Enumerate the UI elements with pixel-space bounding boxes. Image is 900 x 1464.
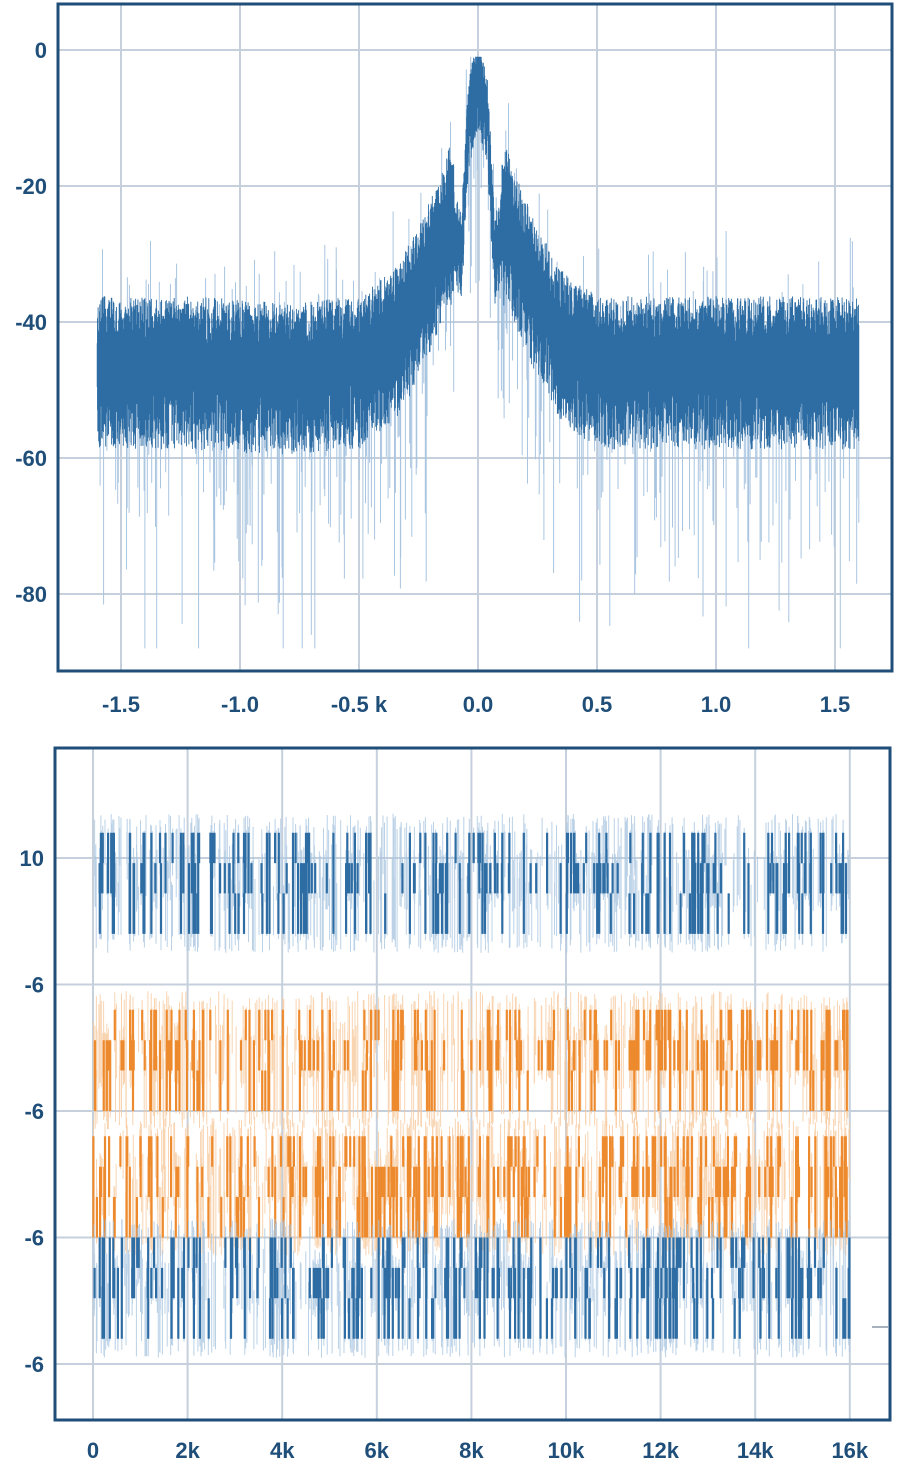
y-tick-label: -6 — [24, 1226, 44, 1251]
x-tick-label: 0 — [87, 1438, 99, 1463]
y-tick-label: -6 — [24, 973, 44, 998]
y-tick-label: -40 — [15, 310, 47, 335]
x-tick-label: 1.5 — [820, 692, 851, 717]
y-tick-label: -80 — [15, 582, 47, 607]
x-tick-label: 0.0 — [463, 692, 494, 717]
bottom-y-tick-labels: 10 -6 -6 -6 -6 — [20, 846, 44, 1377]
y-tick-label: 10 — [20, 846, 44, 871]
x-tick-label: -1.5 — [102, 692, 140, 717]
x-tick-label: 16k — [831, 1438, 868, 1463]
spectrum-chart: 0 -20 -40 -60 -80 -1.5 -1.0 -0.5 k 0.0 0.5 1.0 1.5 — [15, 2, 894, 717]
y-tick-label: -6 — [24, 1099, 44, 1124]
bottom-series-group — [92, 813, 851, 1358]
y-tick-label: -60 — [15, 446, 47, 471]
x-tick-label: 0.5 — [582, 692, 613, 717]
top-plot-frame — [56, 2, 894, 673]
x-tick-label: 8k — [459, 1438, 484, 1463]
x-tick-label: 4k — [270, 1438, 295, 1463]
series-upper-orange — [93, 1009, 849, 1111]
series-lower-orange — [92, 1136, 848, 1238]
series-upper-blue — [98, 832, 848, 934]
x-tick-label: 6k — [365, 1438, 390, 1463]
x-tick-label: 14k — [737, 1438, 774, 1463]
top-series-group — [96, 56, 860, 649]
x-tick-label: 10k — [548, 1438, 585, 1463]
top-x-tick-labels: -1.5 -1.0 -0.5 k 0.0 0.5 1.0 1.5 — [102, 692, 850, 717]
y-tick-label: -20 — [15, 174, 47, 199]
y-tick-label: 0 — [35, 38, 47, 63]
x-tick-label: 2k — [175, 1438, 200, 1463]
spectrum-series — [96, 56, 860, 455]
x-tick-label: 12k — [642, 1438, 679, 1463]
x-tick-label: -0.5 k — [331, 692, 388, 717]
time-series-chart: 10 -6 -6 -6 -6 0 2k 4k 6k 8k 10k 12k 14k 16k — [20, 746, 892, 1463]
x-tick-label: -1.0 — [221, 692, 259, 717]
bottom-x-tick-labels: 0 2k 4k 6k 8k 10k 12k 14k 16k — [87, 1438, 869, 1463]
series-lower-blue — [93, 1237, 851, 1339]
top-y-tick-labels: 0 -20 -40 -60 -80 — [15, 38, 47, 607]
x-tick-label: 1.0 — [701, 692, 732, 717]
y-tick-label: -6 — [24, 1352, 44, 1377]
bottom-plot-frame — [53, 746, 892, 1422]
